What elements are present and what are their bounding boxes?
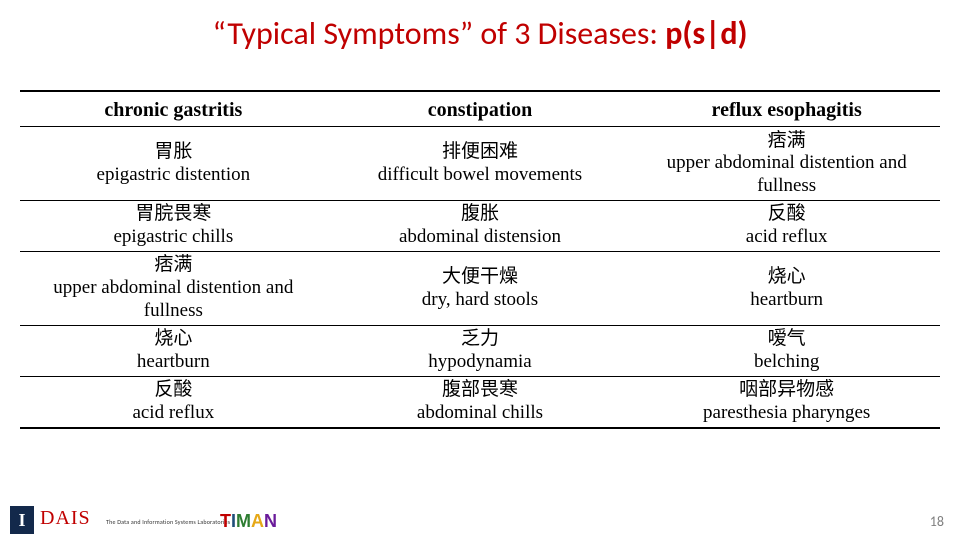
- symptom-en: heartburn: [24, 351, 323, 374]
- symptom-cn: 排便困难: [331, 141, 630, 164]
- dais-subtitle: The Data and Information Systems Laborat…: [106, 518, 230, 526]
- symptom-cn: 反酸: [24, 379, 323, 402]
- symptom-cn: 烧心: [637, 266, 936, 289]
- symptom-en: acid reflux: [637, 226, 936, 249]
- table-cell: 烧心heartburn: [633, 252, 940, 325]
- title-formula: p(s|d): [665, 14, 747, 53]
- slide-footer: I DAIS The Data and Information Systems …: [10, 504, 950, 534]
- symptom-cn: 痞满: [24, 254, 323, 277]
- symptom-en: epigastric distention: [24, 164, 323, 187]
- table-cell: 大便干燥dry, hard stools: [327, 252, 634, 325]
- column-header: constipation: [327, 93, 634, 127]
- symptom-cn: 反酸: [637, 203, 936, 226]
- table-row: 痞满upper abdominal distention and fullnes…: [20, 252, 940, 325]
- symptom-en: heartburn: [637, 289, 936, 312]
- symptom-cn: 痞满: [637, 130, 936, 153]
- symptom-en: upper abdominal distention and fullness: [24, 277, 323, 323]
- symptom-en: belching: [637, 351, 936, 374]
- table-cell: 咽部异物感paresthesia pharynges: [633, 377, 940, 428]
- table-cell: 腹胀abdominal distension: [327, 201, 634, 251]
- column-header: chronic gastritis: [20, 93, 327, 127]
- symptom-en: hypodynamia: [331, 351, 630, 374]
- table-cell: 乏力hypodynamia: [327, 326, 634, 376]
- title-prefix: “Typical Symptoms” of 3 Diseases:: [213, 14, 666, 53]
- symptom-cn: 烧心: [24, 328, 323, 351]
- symptom-cn: 腹胀: [331, 203, 630, 226]
- symptom-en: upper abdominal distention and fullness: [637, 152, 936, 198]
- table-cell: 胃胀epigastric distention: [20, 128, 327, 201]
- symptoms-table-container: chronic gastritis constipation reflux es…: [20, 90, 940, 430]
- timan-letter: M: [236, 511, 251, 531]
- table-cell: 烧心heartburn: [20, 326, 327, 376]
- table-cell: 痞满upper abdominal distention and fullnes…: [20, 252, 327, 325]
- slide-title: “Typical Symptoms” of 3 Diseases: p(s|d): [0, 14, 960, 53]
- symptom-en: abdominal distension: [331, 226, 630, 249]
- table-cell: 胃脘畏寒epigastric chills: [20, 201, 327, 251]
- table-row: 烧心heartburn乏力hypodynamia嗳气belching: [20, 326, 940, 376]
- table-cell: 反酸acid reflux: [20, 377, 327, 428]
- table-cell: 腹部畏寒abdominal chills: [327, 377, 634, 428]
- table-cell: 反酸acid reflux: [633, 201, 940, 251]
- timan-logo: TIMAN: [220, 511, 277, 532]
- symptom-cn: 腹部畏寒: [331, 379, 630, 402]
- illinois-logo-icon: I: [10, 506, 34, 534]
- timan-letter: N: [264, 511, 277, 531]
- symptom-en: acid reflux: [24, 402, 323, 425]
- symptom-en: paresthesia pharynges: [637, 402, 936, 425]
- table-cell: 排便困难difficult bowel movements: [327, 128, 634, 201]
- symptom-en: difficult bowel movements: [331, 164, 630, 187]
- timan-letter: A: [251, 511, 264, 531]
- symptom-cn: 胃脘畏寒: [24, 203, 323, 226]
- table-row: 胃胀epigastric distention排便困难difficult bow…: [20, 128, 940, 201]
- table-cell: 嗳气belching: [633, 326, 940, 376]
- symptom-cn: 胃胀: [24, 141, 323, 164]
- table-row: 胃脘畏寒epigastric chills腹胀abdominal distens…: [20, 201, 940, 251]
- table-cell: 痞满upper abdominal distention and fullnes…: [633, 128, 940, 201]
- symptom-cn: 大便干燥: [331, 266, 630, 289]
- symptom-en: epigastric chills: [24, 226, 323, 249]
- symptom-cn: 咽部异物感: [637, 379, 936, 402]
- symptom-en: dry, hard stools: [331, 289, 630, 312]
- symptom-cn: 乏力: [331, 328, 630, 351]
- timan-letter: T: [220, 511, 231, 531]
- symptoms-table: chronic gastritis constipation reflux es…: [20, 90, 940, 430]
- symptom-cn: 嗳气: [637, 328, 936, 351]
- dais-logo-text: DAIS: [40, 507, 91, 530]
- page-number: 18: [930, 513, 944, 530]
- table-row: 反酸acid reflux腹部畏寒abdominal chills咽部异物感pa…: [20, 377, 940, 428]
- symptom-en: abdominal chills: [331, 402, 630, 425]
- column-header: reflux esophagitis: [633, 93, 940, 127]
